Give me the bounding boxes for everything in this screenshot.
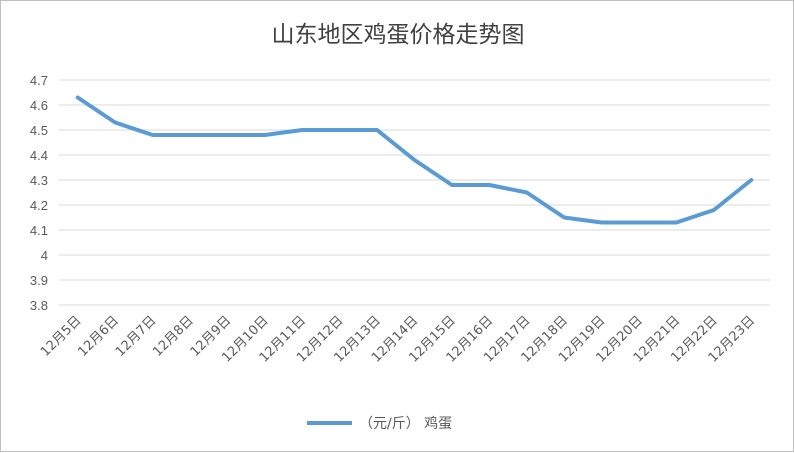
x-tick-label: 12月7日 [113, 313, 160, 360]
series-group [78, 97, 752, 222]
y-tick-label: 3.9 [30, 273, 48, 288]
x-tick-label: 12月8日 [150, 313, 197, 360]
y-tick-label: 4 [41, 248, 48, 263]
y-tick-label: 4.7 [30, 73, 48, 88]
x-axis-ticks: 12月5日12月6日12月7日12月8日12月9日12月10日12月11日12月… [38, 313, 758, 365]
x-tick-label: 12月5日 [38, 313, 85, 360]
y-tick-label: 4.6 [30, 98, 48, 113]
legend: （元/斤） 鸡蛋 [307, 415, 452, 432]
x-tick-label: 12月6日 [75, 313, 122, 360]
legend-label: （元/斤） 鸡蛋 [359, 415, 452, 432]
y-tick-label: 4.3 [30, 173, 48, 188]
y-tick-label: 4.5 [30, 123, 48, 138]
y-tick-label: 4.4 [30, 148, 48, 163]
y-tick-label: 4.1 [30, 223, 48, 238]
y-tick-label: 3.8 [30, 298, 48, 313]
y-axis-ticks: 3.8 3.9 4 4.1 4.2 4.3 4.4 4.5 4.6 4.7 [30, 73, 48, 313]
grid-lines [59, 80, 770, 305]
y-tick-label: 4.2 [30, 198, 48, 213]
